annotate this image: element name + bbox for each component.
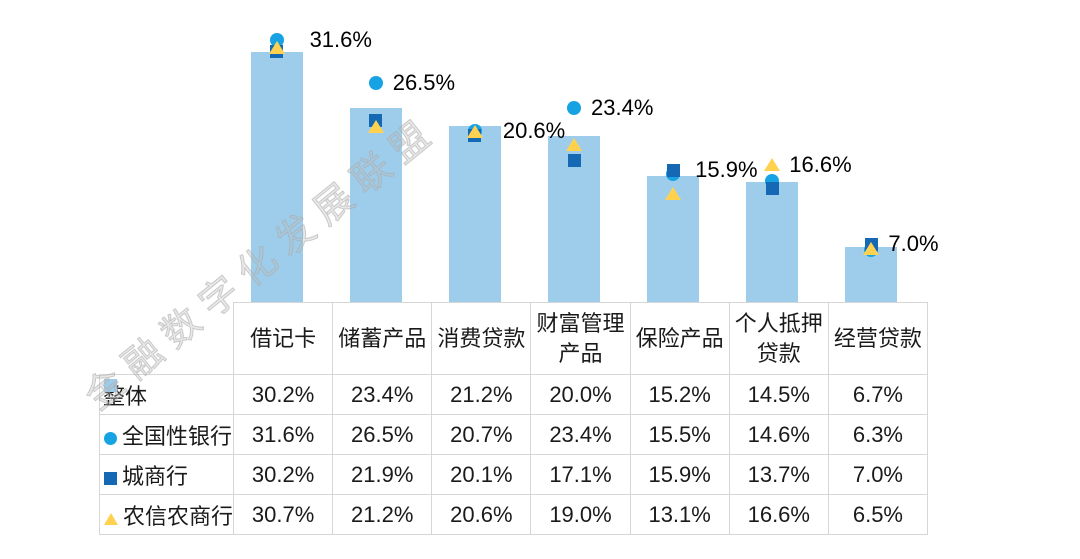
legend-circle-icon bbox=[104, 431, 117, 445]
square-marker bbox=[666, 163, 680, 177]
value-cell: 14.6% bbox=[728, 414, 829, 455]
value-cell: 30.7% bbox=[233, 494, 334, 535]
value-cell: 30.2% bbox=[233, 374, 334, 415]
triangle-marker bbox=[367, 119, 384, 133]
value-cell: 21.2% bbox=[431, 374, 532, 415]
series-label-cell: 全国性银行 bbox=[98, 414, 235, 455]
series-label-cell: 城商行 bbox=[98, 454, 235, 495]
value-cell: 21.9% bbox=[332, 454, 433, 495]
circle-marker bbox=[368, 75, 383, 90]
value-cell: 23.4% bbox=[332, 374, 433, 415]
triangle-marker bbox=[466, 124, 483, 138]
value-cell: 31.6% bbox=[233, 414, 334, 455]
category-header: 储蓄产品 bbox=[332, 302, 433, 375]
series-name: 农信农商行 bbox=[123, 503, 234, 529]
overall-bar bbox=[349, 108, 402, 302]
point-label: 23.4% bbox=[591, 95, 654, 121]
value-cell: 13.1% bbox=[629, 494, 730, 535]
point-label: 16.6% bbox=[789, 151, 852, 177]
value-cell: 20.7% bbox=[431, 414, 532, 455]
value-cell: 20.6% bbox=[431, 494, 532, 535]
triangle-marker bbox=[863, 241, 880, 255]
value-cell: 6.7% bbox=[827, 374, 929, 415]
overall-bar bbox=[746, 181, 799, 302]
point-label: 15.9% bbox=[695, 157, 758, 183]
series-label-cell: 农信农商行 bbox=[98, 494, 235, 535]
category-header: 经营贷款 bbox=[827, 302, 929, 375]
value-cell: 21.2% bbox=[332, 494, 433, 535]
point-label: 7.0% bbox=[888, 231, 939, 257]
square-marker bbox=[567, 153, 581, 167]
point-label: 20.6% bbox=[502, 118, 566, 144]
category-header: 保险产品 bbox=[629, 302, 730, 375]
category-header: 财富管理 产品 bbox=[530, 302, 631, 375]
series-label-cell: 整体 bbox=[98, 374, 235, 415]
category-header: 借记卡 bbox=[233, 302, 334, 375]
value-cell: 23.4% bbox=[530, 414, 631, 455]
value-cell: 20.1% bbox=[431, 454, 532, 495]
square-marker bbox=[765, 182, 779, 196]
overall-bar bbox=[448, 126, 501, 302]
value-cell: 19.0% bbox=[530, 494, 631, 535]
value-cell: 15.2% bbox=[629, 374, 730, 415]
value-cell: 6.3% bbox=[827, 414, 929, 455]
value-cell: 15.9% bbox=[629, 454, 730, 495]
value-cell: 6.5% bbox=[827, 494, 929, 535]
data-table: 借记卡 储蓄产品 消费贷款 财富管理 产品 保险产品 个人抵押 贷款 经营贷款 整体 30.2%… bbox=[98, 302, 929, 535]
circle-marker bbox=[567, 101, 581, 116]
triangle-marker bbox=[764, 158, 781, 172]
category-header: 个人抵押 贷款 bbox=[728, 302, 829, 375]
legend-square-icon bbox=[104, 471, 117, 485]
value-cell: 26.5% bbox=[332, 414, 433, 455]
legend-triangle-icon bbox=[104, 512, 118, 525]
value-cell: 30.2% bbox=[233, 454, 334, 495]
value-cell: 16.6% bbox=[728, 494, 829, 535]
category-header: 消费贷款 bbox=[431, 302, 532, 375]
value-cell: 20.0% bbox=[530, 374, 631, 415]
overall-bar bbox=[250, 51, 303, 302]
triangle-marker bbox=[665, 187, 682, 201]
series-name: 全国性银行 bbox=[122, 423, 233, 449]
series-name: 城商行 bbox=[122, 463, 189, 489]
triangle-marker bbox=[566, 138, 582, 152]
legend-square-icon bbox=[104, 378, 117, 392]
value-cell: 15.5% bbox=[629, 414, 730, 455]
table-corner-blank bbox=[99, 302, 235, 375]
point-label: 31.6% bbox=[309, 27, 372, 53]
value-cell: 7.0% bbox=[827, 454, 929, 495]
point-label: 26.5% bbox=[392, 69, 456, 95]
value-cell: 14.5% bbox=[728, 374, 829, 415]
value-cell: 13.7% bbox=[728, 454, 829, 495]
triangle-marker bbox=[268, 41, 285, 55]
value-cell: 17.1% bbox=[530, 454, 631, 495]
